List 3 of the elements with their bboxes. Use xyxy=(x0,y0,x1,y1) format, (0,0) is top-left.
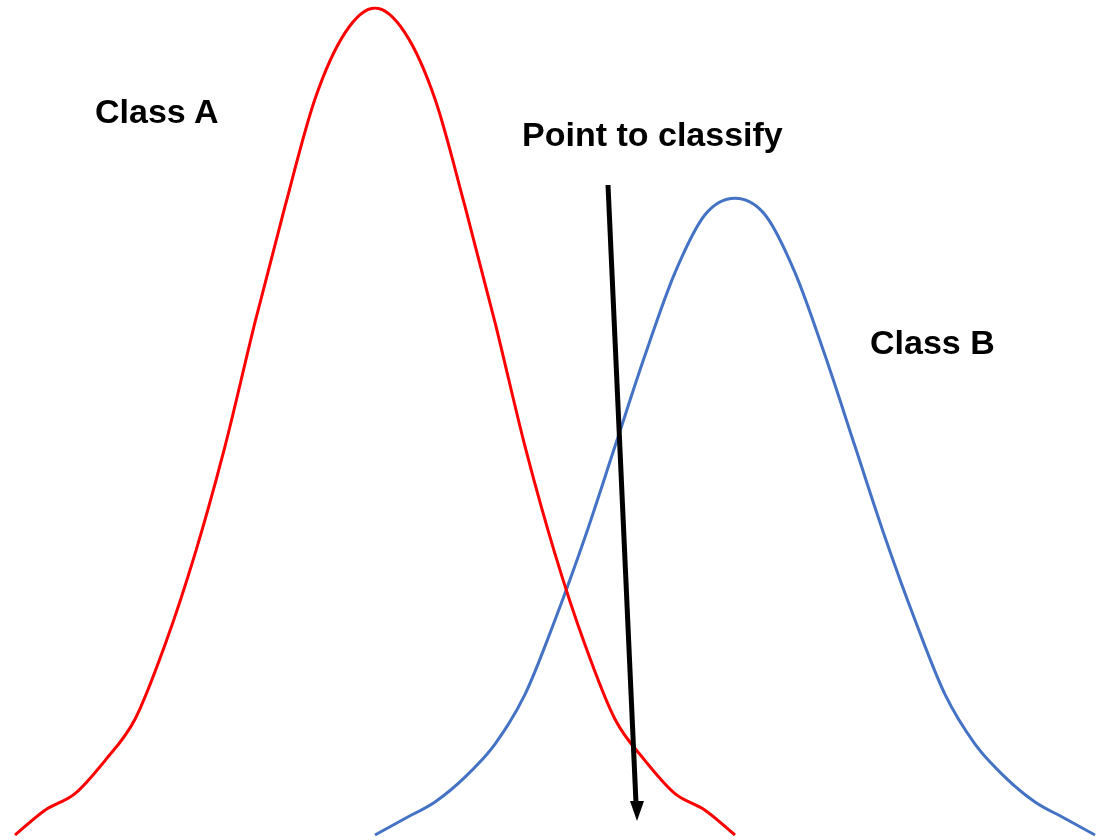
annotation: Point to classify xyxy=(522,115,783,154)
text: Class A xyxy=(95,92,219,131)
series-label: Class B xyxy=(870,323,995,362)
